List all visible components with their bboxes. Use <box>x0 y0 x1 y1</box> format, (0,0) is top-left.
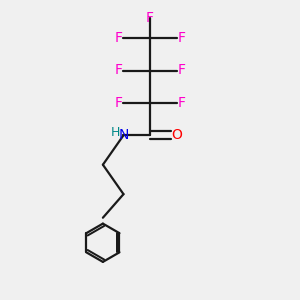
Text: F: F <box>114 31 122 45</box>
Text: F: F <box>178 96 186 110</box>
Text: H: H <box>111 126 120 140</box>
Text: F: F <box>178 64 186 77</box>
Text: N: N <box>118 128 129 142</box>
Text: F: F <box>178 31 186 45</box>
Text: F: F <box>146 11 154 25</box>
Text: O: O <box>171 128 182 142</box>
Text: F: F <box>114 96 122 110</box>
Text: F: F <box>114 64 122 77</box>
